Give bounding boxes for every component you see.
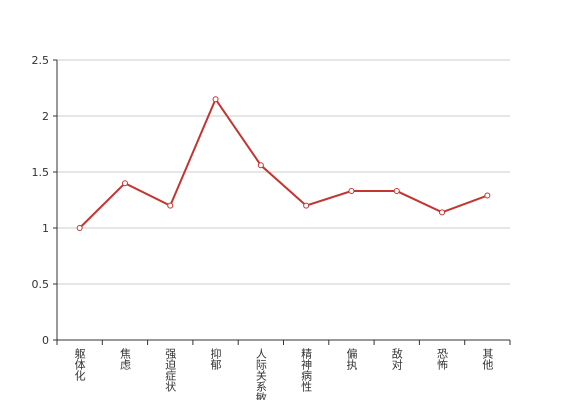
x-tick-label: 焦虑 [118,348,131,370]
point [257,162,264,169]
point [348,188,355,195]
x-tick-label: 精神病性 [300,348,313,393]
point [484,192,491,199]
y-tick-label: 1.5 [32,166,50,179]
x-tick-label: 敌对 [390,347,403,370]
point [167,202,174,209]
y-tick-label: 2.5 [32,54,50,67]
point [393,188,400,195]
point [121,180,128,187]
y-tick-label: 0.5 [32,278,50,291]
x-tick-label: 躯体化 [73,348,86,382]
x-tick-label: 抑郁 [209,347,222,370]
x-tick-label: 其他 [481,348,494,370]
point [439,209,446,216]
line [78,97,488,229]
point [303,202,310,209]
x-tick-label: 人际关系敏感 [254,348,267,400]
y-tick-label: 1 [42,222,49,235]
y-tick-label: 0 [42,334,49,347]
x-tick-label: 强迫症状 [164,348,177,392]
point [76,225,83,231]
x-tick-label: 偏执 [345,347,358,371]
point [212,96,219,103]
y-tick-label: 2 [42,110,49,123]
x-tick-label: 恐怖 [436,348,449,370]
